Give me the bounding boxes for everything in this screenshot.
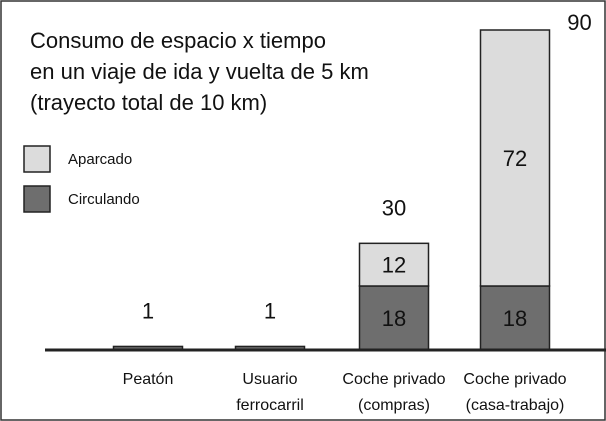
total-label: 1 <box>142 298 154 323</box>
x-tick-label: Coche privado (casa-trabajo) <box>463 371 566 414</box>
legend-swatch <box>23 145 51 173</box>
legend-label: Aparcado <box>68 151 132 168</box>
x-tick-label: Coche privado (compras) <box>342 371 445 414</box>
bar-segment <box>479 285 551 351</box>
legend-swatch <box>23 185 51 213</box>
segment-label: 18 <box>503 306 527 331</box>
segment-label: 12 <box>382 253 406 278</box>
segment-label: 18 <box>382 306 406 331</box>
bar-segment <box>479 29 551 287</box>
total-label: 90 <box>567 10 591 35</box>
bar-segment <box>358 285 430 351</box>
chart-title: Consumo de espacio x tiempo en un viaje d… <box>30 28 369 115</box>
legend-label: Circulando <box>68 191 140 208</box>
x-tick-label: Usuario ferrocarril <box>236 371 304 414</box>
x-tick-label: Peatón <box>123 371 174 388</box>
total-label: 1 <box>264 298 276 323</box>
total-label: 30 <box>382 195 406 220</box>
bar-segment <box>358 242 430 287</box>
segment-label: 72 <box>503 146 527 171</box>
